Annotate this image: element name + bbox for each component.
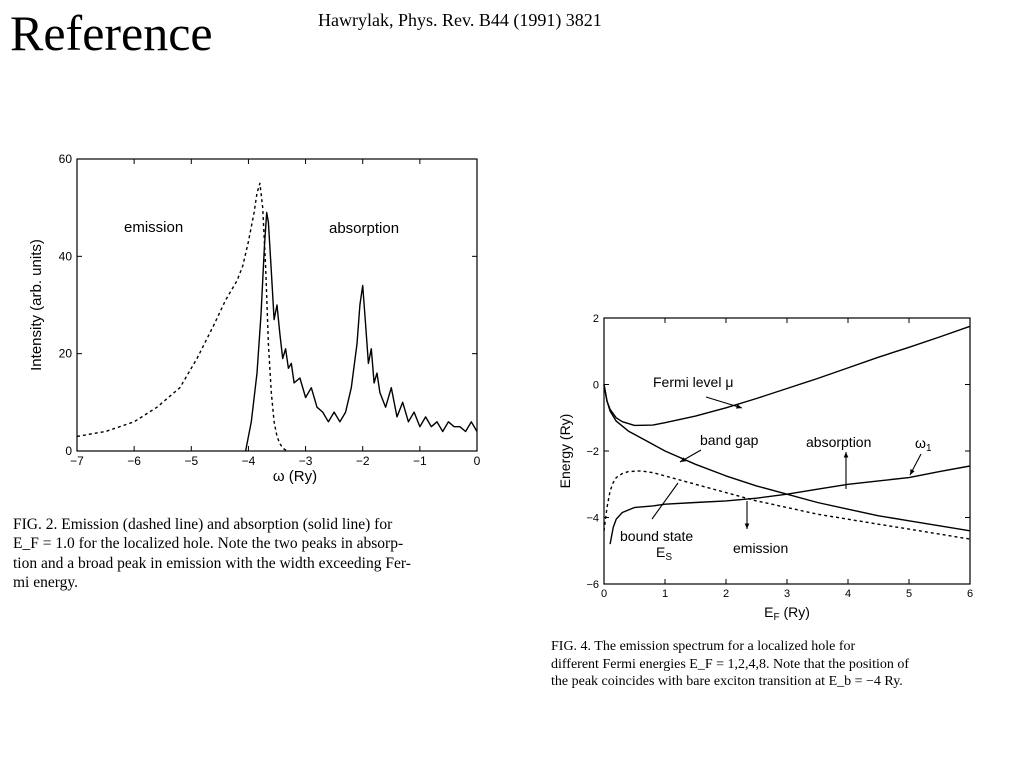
series-line-1 (603, 325, 971, 427)
annotation-es: ES (656, 544, 672, 563)
y-tick-label: −2 (586, 446, 599, 458)
arrow-fermi-level-head (736, 404, 742, 409)
fig4-caption-line: the peak coincides with bare exciton tra… (551, 674, 903, 689)
y-tick-label: −6 (586, 579, 599, 591)
x-tick-label: 0 (474, 454, 481, 468)
x-tick-label: 3 (784, 588, 790, 600)
x-tick-label: −1 (413, 454, 427, 468)
annotation-omega1: ω1 (915, 435, 932, 454)
pointer-bound-state (651, 482, 679, 520)
fig2-caption-line: E_F = 1.0 for the localized hole. Note t… (13, 535, 404, 553)
annotation-emission: emission (733, 540, 788, 556)
series-line-1 (76, 182, 289, 452)
annotation-absorption: absorption (329, 220, 399, 237)
x-tick-label: 4 (845, 588, 851, 600)
x-tick-label: −4 (242, 454, 256, 468)
x-tick-label: −7 (70, 454, 84, 468)
fig4-chart: 0 1 2 3 4 5 6 −6 −4 −2 0 2 EF (Ry) Energy (Ry) Fermi l… (548, 305, 988, 630)
fig4-caption-line: different Fermi energies E_F = 1,2,4,8. … (551, 656, 910, 672)
plot-frame (76, 158, 478, 452)
annotation-band-gap: band gap (700, 432, 759, 448)
x-tick-label: 6 (967, 588, 973, 600)
series-line-2 (603, 384, 971, 532)
annotation-bound-state: bound state (620, 528, 693, 544)
annotation-absorption: absorption (806, 434, 871, 450)
fig2-caption-line: FIG. 2. Emission (dashed line) and absor… (13, 516, 393, 533)
fig2-svg: −7 −6 −5 −4 −3 −2 −1 0 0 20 40 60 ω (Ry) Intensity (a… (28, 152, 481, 485)
x-axis-label: EF (Ry) (764, 604, 810, 623)
y-tick-label: 2 (593, 313, 599, 325)
fig4-caption-line: FIG. 4. The emission spectrum for a loca… (551, 639, 856, 654)
x-tick-label: −3 (299, 454, 313, 468)
x-tick-label: 1 (662, 588, 668, 600)
y-tick-label: 0 (593, 380, 599, 392)
y-axis-label: Energy (Ry) (557, 414, 573, 489)
arrow-emission-head (744, 523, 750, 529)
y-tick-label: 60 (59, 152, 73, 166)
citation: Hawrylak, Phys. Rev. B44 (1991) 3821 (318, 10, 602, 30)
series-line-4 (603, 470, 971, 540)
arrow-fermi-level (705, 396, 743, 409)
annotation-fermi-level: Fermi level μ (653, 374, 733, 390)
x-tick-label: 2 (723, 588, 729, 600)
fig2-caption-line: tion and a broad peak in emission with t… (13, 554, 411, 572)
series-line-3 (609, 465, 971, 545)
x-tick-label: 5 (906, 588, 912, 600)
fig2-caption-line: mi energy. (13, 574, 78, 592)
annotation-emission: emission (124, 219, 183, 236)
y-axis-label: Intensity (arb. units) (28, 239, 45, 371)
arrow-absorption-head (843, 452, 849, 458)
y-tick-label: −4 (586, 513, 599, 525)
x-tick-label: −6 (127, 454, 141, 468)
y-tick-label: 40 (59, 249, 73, 263)
x-tick-label: −2 (356, 454, 370, 468)
slide-title: Reference (10, 5, 213, 61)
arrow-omega1-head (910, 469, 915, 475)
x-tick-label: 0 (601, 588, 607, 600)
fig2-caption: FIG. 2. Emission (dashed line) and absor… (13, 515, 523, 593)
series-line-2 (244, 211, 478, 452)
x-tick-label: −5 (184, 454, 198, 468)
arrow-band-gap-head (680, 457, 686, 462)
fig2-chart: −7 −6 −5 −4 −3 −2 −1 0 0 20 40 60 ω (Ry) Intensity (a… (20, 150, 490, 495)
fig4-caption: FIG. 4. The emission spectrum for a loca… (551, 638, 1001, 691)
fig4-svg: 0 1 2 3 4 5 6 −6 −4 −2 0 2 EF (Ry) Energy (Ry) Fermi l… (557, 313, 973, 623)
y-tick-label: 0 (65, 444, 72, 458)
y-tick-label: 20 (59, 347, 73, 361)
x-axis-label: ω (Ry) (273, 468, 317, 485)
